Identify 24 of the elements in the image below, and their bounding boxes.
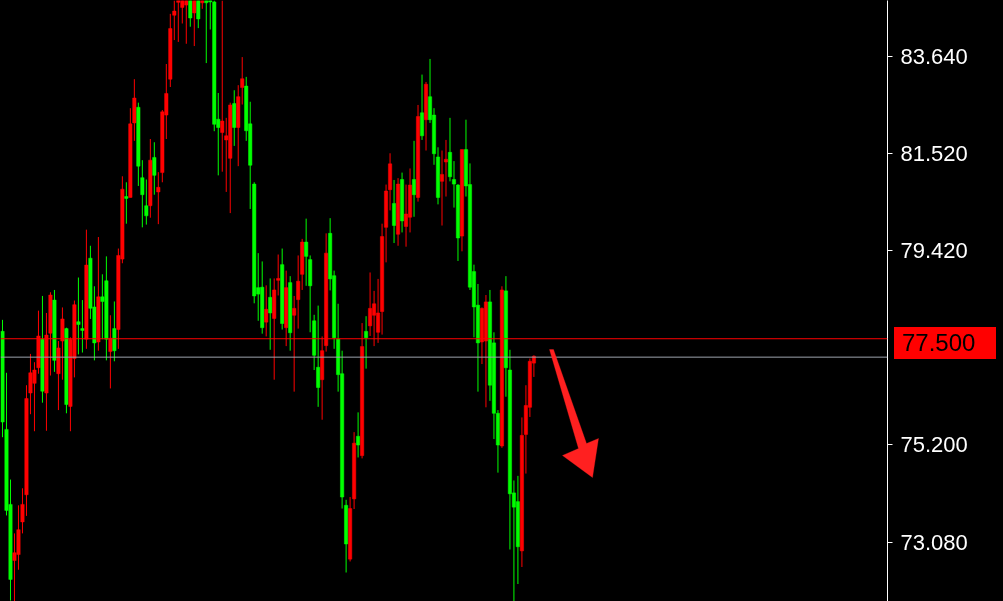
candlestick bbox=[100, 273, 105, 340]
candlestick bbox=[184, 0, 189, 45]
y-tick-label: 83.640 bbox=[900, 43, 968, 69]
candlestick bbox=[192, 0, 197, 47]
candlestick bbox=[152, 141, 157, 196]
candlestick bbox=[268, 277, 273, 351]
candlestick bbox=[76, 277, 81, 355]
candlestick bbox=[188, 0, 193, 28]
y-tick-label: 75.200 bbox=[900, 432, 968, 458]
candlestick bbox=[232, 89, 237, 147]
candlestick bbox=[204, 0, 209, 64]
candlestick bbox=[356, 411, 361, 458]
candlestick bbox=[124, 181, 129, 225]
candlestick bbox=[364, 315, 369, 370]
candlestick bbox=[420, 74, 424, 141]
candlestick bbox=[412, 140, 416, 218]
y-tick-label: 73.080 bbox=[900, 529, 968, 555]
candlestick bbox=[264, 284, 269, 337]
candlestick bbox=[392, 179, 396, 244]
candlestick bbox=[316, 305, 321, 408]
y-tick-label: 81.520 bbox=[900, 141, 968, 167]
candlestick bbox=[112, 300, 117, 362]
ref-line-label: 77.500 bbox=[902, 328, 976, 358]
y-tick-label: 79.420 bbox=[900, 237, 968, 263]
